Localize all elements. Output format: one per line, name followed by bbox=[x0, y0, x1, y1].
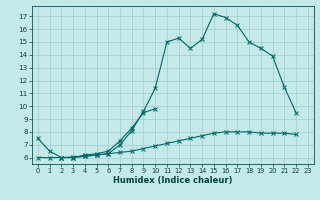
X-axis label: Humidex (Indice chaleur): Humidex (Indice chaleur) bbox=[113, 176, 233, 185]
